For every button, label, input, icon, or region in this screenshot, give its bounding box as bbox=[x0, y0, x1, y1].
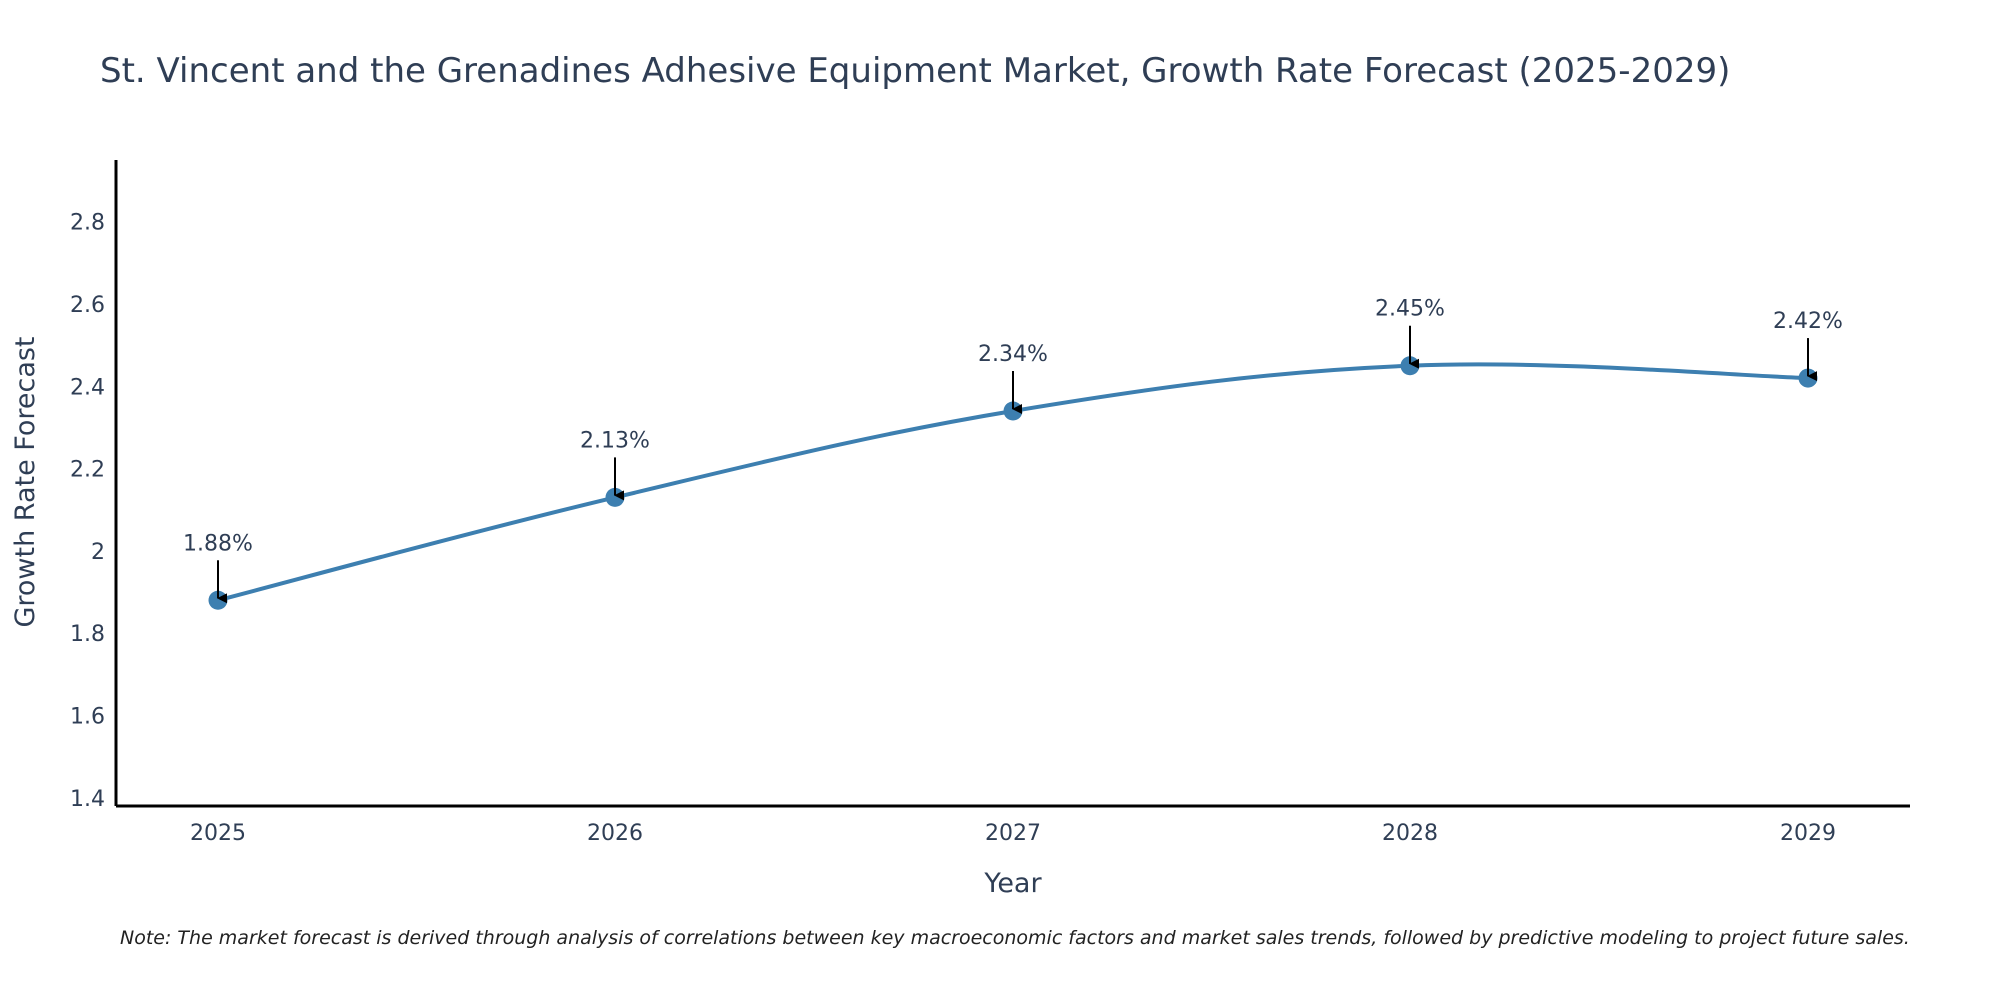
data-label: 2.13% bbox=[580, 428, 650, 453]
x-tick-label: 2025 bbox=[190, 821, 246, 846]
y-tick-label: 2.2 bbox=[70, 458, 105, 483]
y-tick-label: 1.8 bbox=[70, 622, 105, 647]
x-tick-labels: 2025 2026 2027 2028 2029 bbox=[190, 821, 1836, 846]
x-tick-label: 2026 bbox=[587, 821, 643, 846]
x-tick-label: 2028 bbox=[1382, 821, 1438, 846]
data-label: 2.34% bbox=[978, 342, 1048, 367]
y-axis: 1.4 1.6 1.8 2 2.2 2.4 2.6 2.8 bbox=[70, 160, 118, 812]
y-tick-label: 2.4 bbox=[70, 375, 105, 400]
y-tick-label: 1.4 bbox=[70, 787, 105, 812]
plot-area: 1.88% 2.13% 2.34% 2.45% 2.42% bbox=[183, 297, 1843, 610]
chart-title: St. Vincent and the Grenadines Adhesive … bbox=[100, 51, 1730, 91]
y-tick-label: 2.8 bbox=[70, 211, 105, 236]
data-annotations: 1.88% 2.13% 2.34% 2.45% 2.42% bbox=[183, 297, 1843, 604]
footnote: Note: The market forecast is derived thr… bbox=[120, 927, 1910, 949]
data-label: 1.88% bbox=[183, 531, 253, 556]
data-label: 2.42% bbox=[1773, 309, 1843, 334]
y-tick-labels: 1.4 1.6 1.8 2 2.2 2.4 2.6 2.8 bbox=[70, 211, 105, 812]
y-tick-label: 2 bbox=[91, 540, 105, 565]
x-tick-label: 2027 bbox=[985, 821, 1041, 846]
x-axis-title: Year bbox=[983, 868, 1042, 899]
x-tick-label: 2029 bbox=[1780, 821, 1836, 846]
x-axis: 2025 2026 2027 2028 2029 bbox=[116, 804, 1910, 846]
y-tick-label: 1.6 bbox=[70, 704, 105, 729]
y-tick-label: 2.6 bbox=[70, 293, 105, 318]
y-axis-title: Growth Rate Forecast bbox=[10, 336, 41, 627]
data-label: 2.45% bbox=[1375, 297, 1445, 322]
